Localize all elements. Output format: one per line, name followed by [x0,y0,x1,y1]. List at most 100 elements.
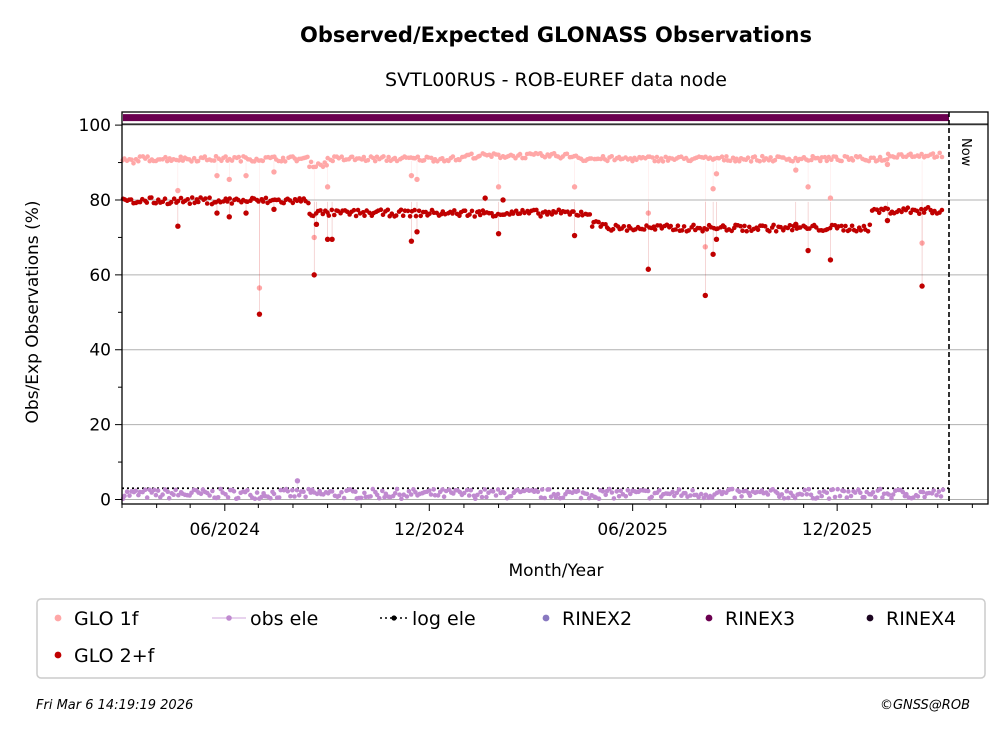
glo-2f-outlier [827,257,834,263]
obs-ele-point [936,489,942,494]
glo-2f-outlier [482,195,488,201]
glo-2f-point [229,201,235,206]
obs-ele-point [399,496,404,502]
glo-1f-point [939,154,945,160]
obs-ele-point [408,492,414,497]
y-tick-label: 100 [79,116,111,136]
glo-1f-outlier [827,195,834,201]
glo-2f-point [207,195,212,200]
glo-2f-point [326,213,332,218]
y-tick-label: 40 [89,341,111,361]
obs-ele-point [623,494,629,499]
obs-ele-point [819,493,824,499]
obs-ele-point [397,492,402,498]
glo-2f-point [621,224,627,229]
glo-1f-point [145,154,150,159]
legend-marker [226,615,232,621]
glo-1f-point [745,155,751,160]
glo-1f-point [719,154,725,159]
glo-2f-point [747,224,752,230]
glo-2f-point [423,209,429,215]
obs-ele-point [609,490,615,495]
legend-label: RINEX4 [886,608,956,630]
glo-1f-outlier [408,172,415,179]
glo-1f-point [415,154,421,160]
glo-2f-point [477,212,483,218]
glo-2f-point [691,222,696,228]
glo-1f-point [790,159,795,164]
obs-ele-point [155,488,161,493]
obs-ele-point [341,495,347,501]
glo-2f-point [729,228,734,234]
glo-1f-point [307,164,312,170]
glo-1f-point [824,158,830,164]
glo-2f-point [778,224,783,230]
obs-ele-point [611,496,617,501]
obs-ele-point [841,488,847,494]
glo-2f-point [679,228,685,233]
axes [115,111,989,511]
glo-2f-point [905,205,911,210]
glo-1f-outlier [256,285,263,291]
plot-frame [121,111,989,505]
glo-2f-point [153,200,159,206]
glo-2f-point [227,196,232,201]
obs-ele-point [900,489,906,495]
glo-1f-point [757,158,762,164]
obs-ele-point [889,495,894,501]
glo-2f-point [185,197,190,202]
obs-ele-point [931,488,936,493]
obs-ele-point [739,494,744,499]
obs-ele-point [303,494,308,500]
obs-ele-point [618,488,623,494]
glo-2f-outlier [243,210,249,216]
glo-2f-point [668,223,673,229]
glo-2f-point [865,229,871,234]
glo-1f-point [930,151,936,156]
glo-2f-point [378,207,384,212]
glo-2f-point [704,227,710,232]
glo-1f-point [189,159,194,164]
obs-ele-point [877,486,883,492]
glo-2f-point [457,213,462,219]
glo-1f-point [223,154,228,159]
glo-2f-point [256,199,261,204]
glo-1f-point [202,154,208,159]
glo-2f-point [771,222,776,228]
obs-ele-point [676,487,682,492]
glo-1f-point [877,154,883,160]
obs-ele-point [329,489,335,494]
obs-ele-point [235,495,241,501]
glo-1f-outlier [175,187,181,194]
glo-2f-point [681,224,687,229]
glo-2f-outlier [645,266,652,272]
legend-label: log ele [412,608,476,630]
glo-2f-outlier [884,217,891,224]
glo-2f-point [854,228,859,234]
legend-marker [54,614,62,622]
glo-2f-point [400,213,406,218]
glo-1f-point [728,158,733,164]
obs-ele-point [779,492,785,497]
glo-2f-point [534,207,539,213]
glo-1f-point [850,158,856,163]
glo-2f-point [260,199,266,204]
legend-label: obs ele [250,608,318,630]
obs-ele-point [940,487,946,493]
chart-subtitle: SVTL00RUS - ROB-EUREF data node [385,69,727,91]
obs-ele-point [846,489,851,494]
obs-ele-point [804,492,810,497]
glo-2f-point [385,207,391,213]
glo-2f-point [407,214,413,219]
glo-2f-point [553,210,559,215]
obs-ele-point [938,494,944,499]
legend-label: RINEX3 [725,608,795,630]
glo-2f-point [162,196,168,201]
obs-ele-point [765,492,771,497]
obs-ele-point [292,494,297,499]
now-label: Now [958,138,973,167]
obs-ele-point [614,489,619,494]
glo-1f-outlier [414,176,420,183]
legend-marker [866,614,874,622]
glo-2f-point [413,213,419,219]
